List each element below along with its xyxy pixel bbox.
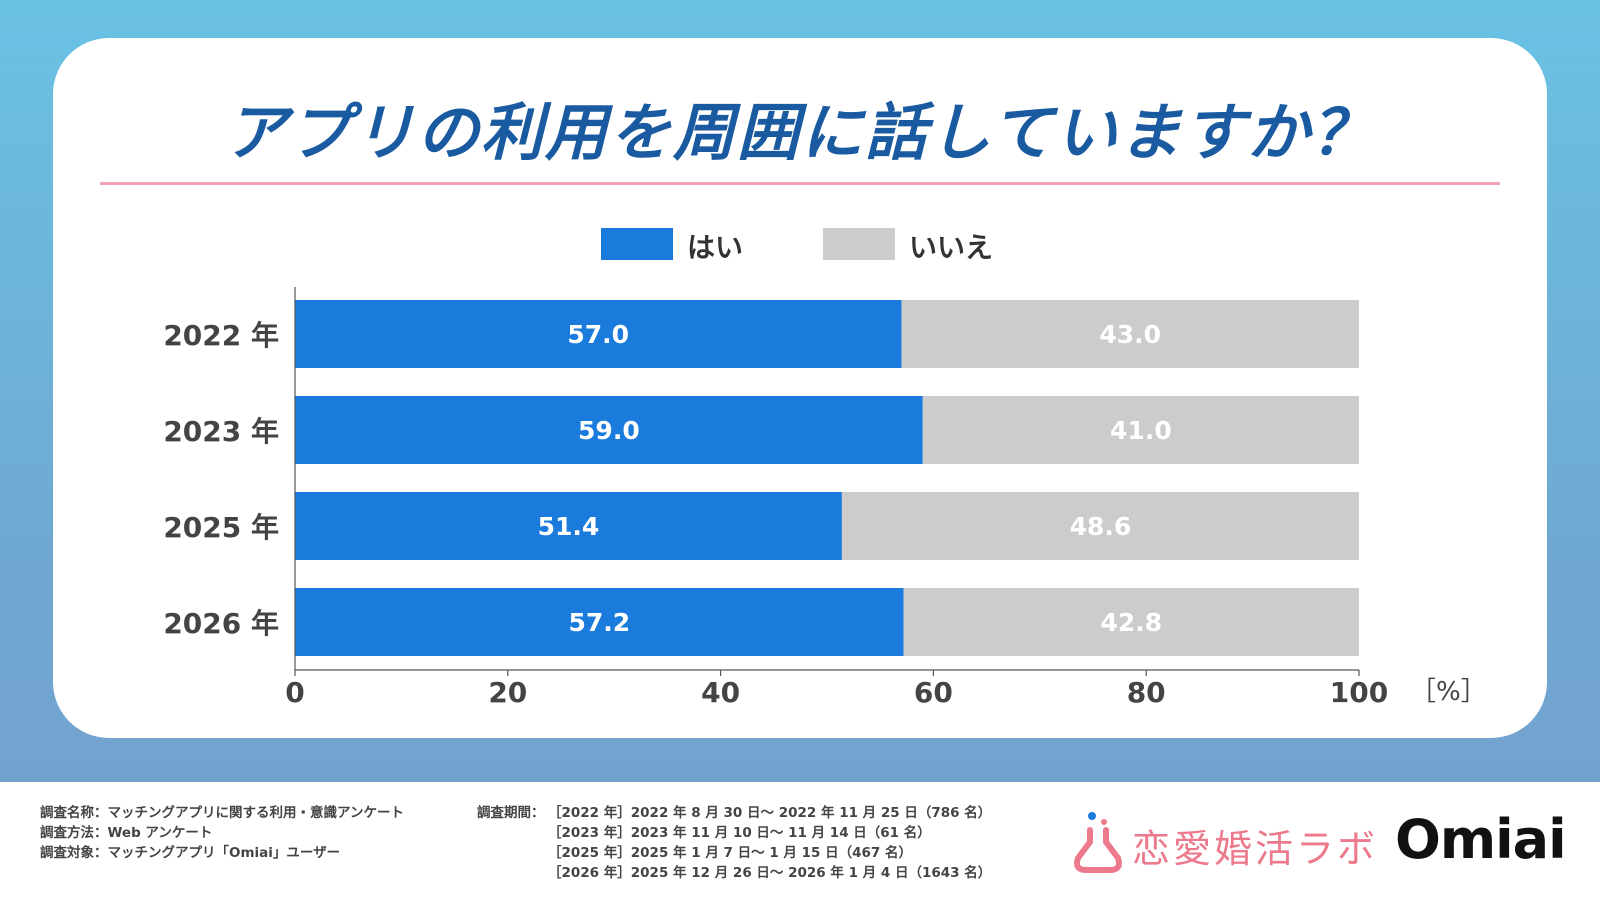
legend-label-no: いいえ [909,231,994,264]
period-2023: ［2023 年］2023 年 11 月 10 日～ 11 月 14 日（61 名… [548,825,931,841]
legend-label-yes: はい [687,231,744,264]
data-label-yes-1: 59.0 [578,416,640,445]
bar-yes-0 [295,300,902,368]
footer [0,782,1600,900]
bar-no-2 [841,492,1359,560]
bar-yes-3 [295,588,904,656]
period-2022: ［2022 年］2022 年 8 月 30 日～ 2022 年 11 月 25 … [548,805,992,821]
x-tick-label-5: 100 [1330,676,1388,709]
survey-method: 調査方法：Web アンケート [40,825,213,841]
x-tick-label-3: 60 [914,676,953,709]
flask-logo-icon [1074,812,1122,873]
x-tick-label-2: 40 [701,676,740,709]
category-label-1: 2023 年 [163,415,279,448]
bar-no-1 [922,396,1359,464]
period-2025: ［2025 年］2025 年 1 月 7 日～ 1 月 15 日（467 名） [548,845,912,861]
stacked-bar-chart: 57.0 43.0 2022 年 59.0 41.0 2023 年 51.4 48.6 2025… [163,287,1487,709]
category-label-3: 2026 年 [163,607,279,640]
data-label-yes-0: 57.0 [567,320,629,349]
x-tick-label-4: 80 [1127,676,1166,709]
data-label-no-1: 41.0 [1110,416,1172,445]
title-underline [100,182,1500,185]
survey-name: 調査名称：マッチングアプリに関する利用・意識アンケート [40,805,404,821]
legend-swatch-no [823,228,895,260]
x-axis-unit: ［%］ [1410,677,1487,707]
bar-yes-1 [295,396,923,464]
survey-info: 調査名称：マッチングアプリに関する利用・意識アンケート 調査方法：Web アンケ… [40,803,404,863]
bar-no-3 [903,588,1359,656]
x-tick-label-1: 20 [488,676,527,709]
data-label-yes-2: 51.4 [538,512,600,541]
bar-yes-2 [295,492,842,560]
survey-period-label: 調査期間： [477,805,545,821]
chart-title: アプリの利用を周囲に話していますか？ [224,96,1376,169]
data-label-no-3: 42.8 [1100,608,1162,637]
legend-swatch-yes [601,228,673,260]
data-label-no-0: 43.0 [1099,320,1161,349]
period-2026: ［2026 年］2025 年 12 月 26 日～ 2026 年 1 月 4 日… [548,865,992,881]
omiai-logo: Omiai [1395,808,1567,871]
category-label-0: 2022 年 [163,319,279,352]
lab-logo-text: 恋愛婚活ラボ [1132,827,1379,871]
x-tick-label-0: 0 [285,676,304,709]
data-label-yes-3: 57.2 [568,608,630,637]
bar-no-0 [901,300,1359,368]
category-label-2: 2025 年 [163,511,279,544]
data-label-no-2: 48.6 [1070,512,1132,541]
survey-target: 調査対象：マッチングアプリ「Omiai」ユーザー [40,845,341,861]
survey-periods: ［2022 年］2022 年 8 月 30 日～ 2022 年 11 月 25 … [548,803,991,883]
